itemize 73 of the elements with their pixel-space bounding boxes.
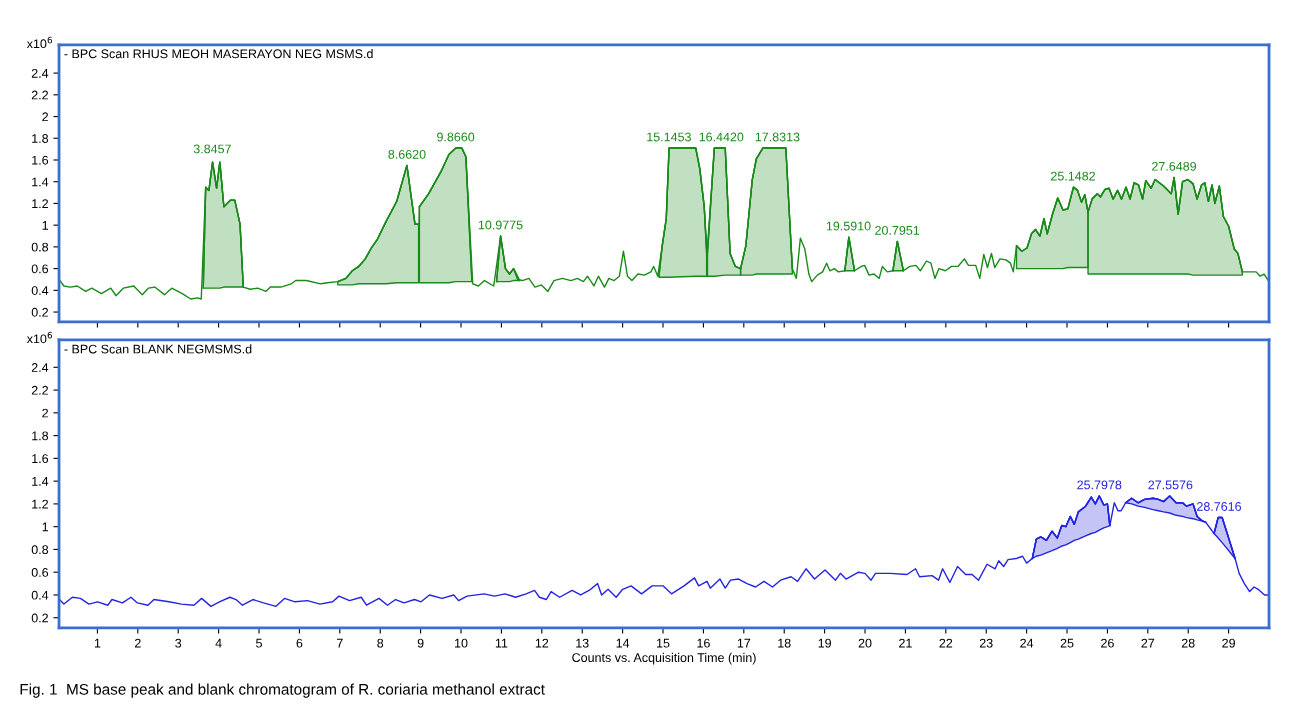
x-tick-label: 21 (899, 638, 912, 648)
annotation: 8.6620 (388, 149, 426, 159)
x-tick-label: 18 (778, 638, 791, 648)
annotation: 20.7951 (875, 225, 920, 235)
x-tick-label: 7 (336, 638, 343, 648)
y-tick-label: 1.8 (32, 431, 49, 441)
annotation: 16.4420 (699, 132, 744, 142)
x-tick-label: 28 (1181, 638, 1195, 648)
chart-title: - BPC Scan BLANK NEGMSMS.d (64, 344, 252, 354)
y-tick-label: 1.2 (32, 499, 48, 509)
x-tick-label: 13 (576, 638, 589, 648)
y-tick-label: 0.6 (31, 264, 49, 274)
x-tick-label: 29 (1222, 638, 1235, 648)
x-tick-label: 14 (616, 638, 630, 648)
x-tick-label: 8 (377, 638, 384, 648)
annotation: 27.5576 (1148, 480, 1193, 490)
x-tick-label: 24 (1020, 638, 1034, 648)
y-tick-label: 0.2 (31, 613, 48, 623)
y-tick-label: 2 (42, 112, 48, 122)
y-tick-label: 2.4 (31, 68, 49, 78)
y-tick-label: 1.8 (32, 134, 49, 143)
x-tick-label: 12 (535, 638, 549, 648)
y-axis-title: x10$^{6}$ (26, 331, 53, 344)
x-tick-label: 19 (818, 638, 831, 648)
y-tick-label: 2.2 (31, 90, 48, 100)
x-tick-label: 22 (939, 638, 953, 648)
annotation: 3.8457 (193, 144, 231, 154)
annotation: 9.8660 (437, 132, 475, 142)
y-tick-label: 0.6 (31, 568, 49, 577)
x-tick-label: 2 (134, 638, 141, 648)
x-axis-title: Counts vs. Acquisition Time (min) (572, 652, 756, 665)
y-tick-label: 0.4 (31, 590, 49, 600)
y-tick-label: 2.4 (31, 363, 49, 372)
annotation: 25.7978 (1077, 480, 1122, 490)
y-tick-label: 1.4 (32, 477, 49, 486)
y-tick-label: 0.4 (31, 286, 49, 295)
annotation: 17.8313 (755, 132, 800, 142)
annotation: 27.6489 (1152, 161, 1197, 171)
x-tick-label: 1 (94, 638, 101, 648)
annotation: 28.7616 (1197, 502, 1242, 511)
caption: Fig. 1 MS base peak and blank chromatogram of R. coriaria methanol extract (20, 683, 545, 698)
y-tick-label: 2.2 (31, 385, 48, 395)
y-tick-label: 1.6 (32, 454, 49, 464)
x-tick-label: 15 (657, 638, 670, 648)
chart-title: - BPC Scan RHUS MEOH MASERAYON NEG MSMS.d (64, 49, 373, 59)
annotation: 10.9775 (478, 220, 523, 230)
x-tick-label: 10 (455, 638, 468, 648)
y-tick-label: 1 (42, 522, 49, 532)
x-tick-label: 9 (417, 638, 424, 648)
y-tick-label: 1.6 (32, 155, 49, 165)
x-tick-label: 4 (215, 638, 222, 648)
x-tick-label: 27 (1141, 638, 1155, 648)
x-tick-label: 20 (858, 638, 872, 648)
y-tick-label: 0.2 (31, 307, 48, 317)
annotation: 15.1453 (647, 132, 691, 142)
x-tick-label: 17 (737, 638, 751, 648)
x-tick-label: 6 (296, 638, 303, 648)
annotation: 25.1482 (1051, 171, 1095, 181)
x-tick-label: 5 (256, 638, 262, 648)
x-tick-label: 3 (175, 638, 182, 648)
y-tick-label: 2 (42, 408, 48, 418)
y-tick-label: 0.8 (31, 545, 49, 555)
y-tick-label: 1.4 (32, 177, 49, 187)
x-tick-label: 23 (979, 638, 993, 648)
x-tick-label: 25 (1060, 638, 1074, 648)
x-tick-label: 26 (1101, 638, 1114, 648)
annotation: 19.5910 (826, 221, 871, 231)
y-tick-label: 1 (42, 221, 49, 230)
x-tick-label: 16 (697, 638, 710, 648)
y-tick-label: 1.2 (32, 199, 48, 208)
x-tick-label: 11 (495, 638, 508, 648)
y-axis-title: x10$^{6}$ (26, 36, 53, 49)
y-tick-label: 0.8 (31, 242, 49, 252)
